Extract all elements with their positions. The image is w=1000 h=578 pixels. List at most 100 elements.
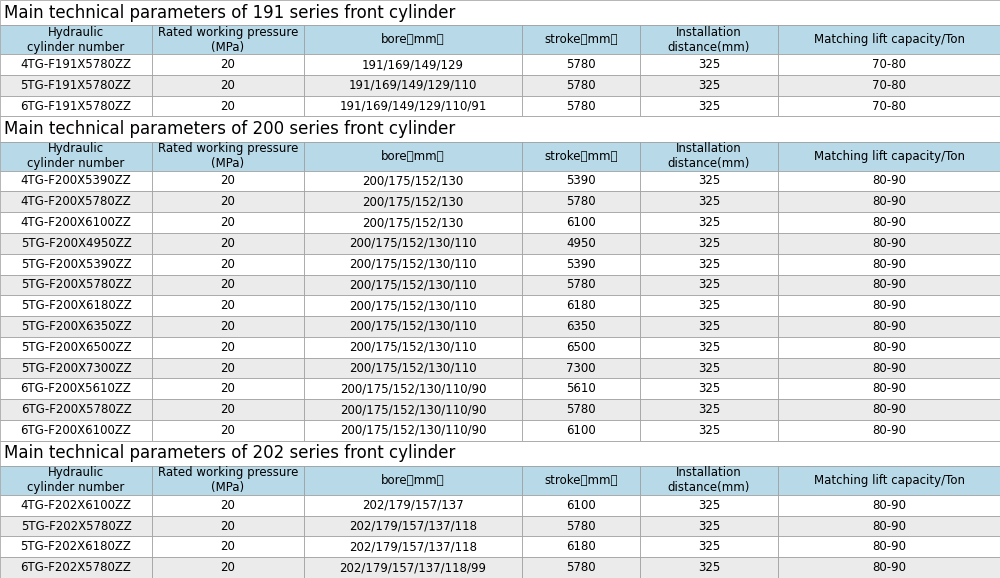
Bar [0, 275, 152, 295]
Bar [640, 54, 778, 75]
Bar [0, 25, 152, 54]
Bar [304, 275, 522, 295]
Bar [640, 557, 778, 578]
Bar [304, 557, 522, 578]
Text: 191/169/149/129/110/91: 191/169/149/129/110/91 [339, 99, 487, 113]
Text: 5TG-F200X6180ZZ: 5TG-F200X6180ZZ [21, 299, 131, 312]
Text: Matching lift capacity/Ton: Matching lift capacity/Ton [814, 474, 964, 487]
Bar [640, 275, 778, 295]
Bar [152, 142, 304, 171]
Text: 202/179/157/137/118: 202/179/157/137/118 [349, 540, 477, 553]
Text: 5TG-F200X5780ZZ: 5TG-F200X5780ZZ [21, 279, 131, 291]
Text: 5780: 5780 [566, 99, 596, 113]
Text: 20: 20 [221, 195, 235, 208]
Text: 20: 20 [221, 279, 235, 291]
Bar [778, 466, 1000, 495]
Bar [778, 516, 1000, 536]
Bar [778, 254, 1000, 275]
Bar [640, 96, 778, 117]
Bar [640, 466, 778, 495]
Bar [0, 254, 152, 275]
Text: 325: 325 [698, 58, 720, 71]
Text: 80-90: 80-90 [872, 403, 906, 416]
Bar [522, 96, 640, 117]
Text: Rated working pressure
(MPa): Rated working pressure (MPa) [158, 466, 298, 494]
Text: 325: 325 [698, 540, 720, 553]
Bar [522, 536, 640, 557]
Bar [522, 379, 640, 399]
Text: bore（mm）: bore（mm） [381, 474, 445, 487]
Text: Installation
distance(mm): Installation distance(mm) [668, 25, 750, 54]
Bar [304, 75, 522, 96]
Bar [152, 295, 304, 316]
Text: 5TG-F200X6500ZZ: 5TG-F200X6500ZZ [21, 341, 131, 354]
Bar [778, 337, 1000, 358]
Bar [522, 316, 640, 337]
Text: 325: 325 [698, 279, 720, 291]
Text: stroke（mm）: stroke（mm） [544, 474, 618, 487]
Text: 5780: 5780 [566, 195, 596, 208]
Bar [778, 171, 1000, 191]
Bar [640, 379, 778, 399]
Text: 20: 20 [221, 361, 235, 375]
Text: 6350: 6350 [566, 320, 596, 333]
Text: 5TG-F200X4950ZZ: 5TG-F200X4950ZZ [21, 237, 131, 250]
Text: Rated working pressure
(MPa): Rated working pressure (MPa) [158, 25, 298, 54]
Text: 5TG-F202X5780ZZ: 5TG-F202X5780ZZ [21, 520, 131, 532]
Bar [0, 420, 152, 441]
Bar [304, 516, 522, 536]
Bar [152, 75, 304, 96]
Bar [0, 142, 152, 171]
Bar [304, 337, 522, 358]
Bar [522, 54, 640, 75]
Text: 5610: 5610 [566, 382, 596, 395]
Text: 325: 325 [698, 320, 720, 333]
Bar [152, 337, 304, 358]
Text: 20: 20 [221, 403, 235, 416]
Text: 80-90: 80-90 [872, 361, 906, 375]
Text: Hydraulic
cylinder number: Hydraulic cylinder number [27, 466, 125, 494]
Bar [778, 379, 1000, 399]
Text: 4TG-F200X5390ZZ: 4TG-F200X5390ZZ [21, 175, 131, 187]
Text: 200/175/152/130/110/90: 200/175/152/130/110/90 [340, 382, 486, 395]
Bar [152, 25, 304, 54]
Bar [0, 191, 152, 212]
Bar [778, 536, 1000, 557]
Bar [152, 54, 304, 75]
Bar [152, 96, 304, 117]
Bar [640, 212, 778, 233]
Bar [640, 536, 778, 557]
Text: 4TG-F200X5780ZZ: 4TG-F200X5780ZZ [21, 195, 131, 208]
Text: bore（mm）: bore（mm） [381, 33, 445, 46]
Text: 80-90: 80-90 [872, 258, 906, 271]
Text: 5780: 5780 [566, 561, 596, 574]
Text: 20: 20 [221, 540, 235, 553]
Bar [0, 233, 152, 254]
Text: 20: 20 [221, 175, 235, 187]
Bar [522, 191, 640, 212]
Text: 325: 325 [698, 424, 720, 437]
Bar [522, 171, 640, 191]
Bar [778, 142, 1000, 171]
Bar [640, 420, 778, 441]
Text: 325: 325 [698, 499, 720, 512]
Text: 80-90: 80-90 [872, 195, 906, 208]
Bar [522, 420, 640, 441]
Bar [640, 316, 778, 337]
Bar [0, 96, 152, 117]
Text: 20: 20 [221, 424, 235, 437]
Text: 5780: 5780 [566, 79, 596, 92]
Bar [522, 337, 640, 358]
Bar [304, 536, 522, 557]
Text: 325: 325 [698, 79, 720, 92]
Bar [304, 54, 522, 75]
Text: 20: 20 [221, 320, 235, 333]
Text: 20: 20 [221, 58, 235, 71]
Bar [152, 399, 304, 420]
Bar [778, 316, 1000, 337]
Text: 202/179/157/137/118: 202/179/157/137/118 [349, 520, 477, 532]
Text: 200/175/152/130/110: 200/175/152/130/110 [349, 299, 477, 312]
Text: 20: 20 [221, 382, 235, 395]
Bar [304, 25, 522, 54]
Text: 5780: 5780 [566, 279, 596, 291]
